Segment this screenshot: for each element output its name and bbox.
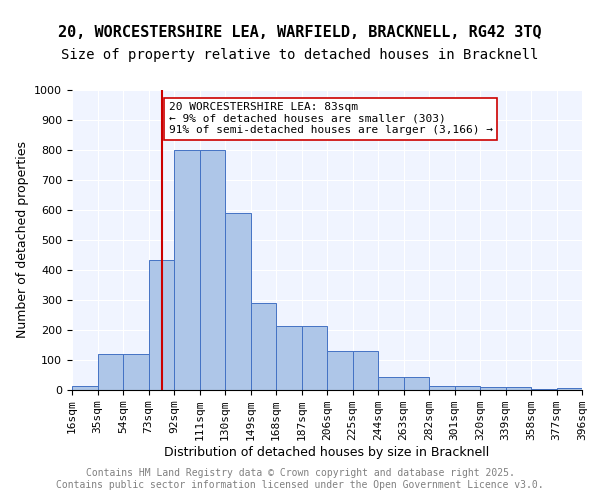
Bar	[327, 351, 353, 390]
Bar	[557, 388, 582, 390]
Bar	[251, 303, 276, 390]
Y-axis label: Number of detached properties: Number of detached properties	[16, 142, 29, 338]
Bar	[302, 326, 327, 390]
Bar	[72, 386, 97, 390]
Bar	[505, 387, 531, 390]
Bar	[429, 386, 455, 390]
Text: Size of property relative to detached houses in Bracknell: Size of property relative to detached ho…	[61, 48, 539, 62]
Bar	[123, 354, 149, 390]
Text: 20, WORCESTERSHIRE LEA, WARFIELD, BRACKNELL, RG42 3TQ: 20, WORCESTERSHIRE LEA, WARFIELD, BRACKN…	[58, 25, 542, 40]
Bar	[97, 354, 123, 390]
Text: Contains HM Land Registry data © Crown copyright and database right 2025.
Contai: Contains HM Land Registry data © Crown c…	[56, 468, 544, 490]
Bar	[404, 378, 429, 390]
Bar	[149, 260, 174, 390]
Bar	[225, 213, 251, 390]
Bar	[378, 378, 404, 390]
X-axis label: Distribution of detached houses by size in Bracknell: Distribution of detached houses by size …	[164, 446, 490, 459]
Bar	[199, 150, 225, 390]
Bar	[480, 387, 505, 390]
Text: 20 WORCESTERSHIRE LEA: 83sqm
← 9% of detached houses are smaller (303)
91% of se: 20 WORCESTERSHIRE LEA: 83sqm ← 9% of det…	[169, 102, 493, 135]
Bar	[455, 386, 480, 390]
Bar	[276, 326, 302, 390]
Bar	[174, 150, 199, 390]
Bar	[531, 388, 557, 390]
Bar	[353, 351, 378, 390]
